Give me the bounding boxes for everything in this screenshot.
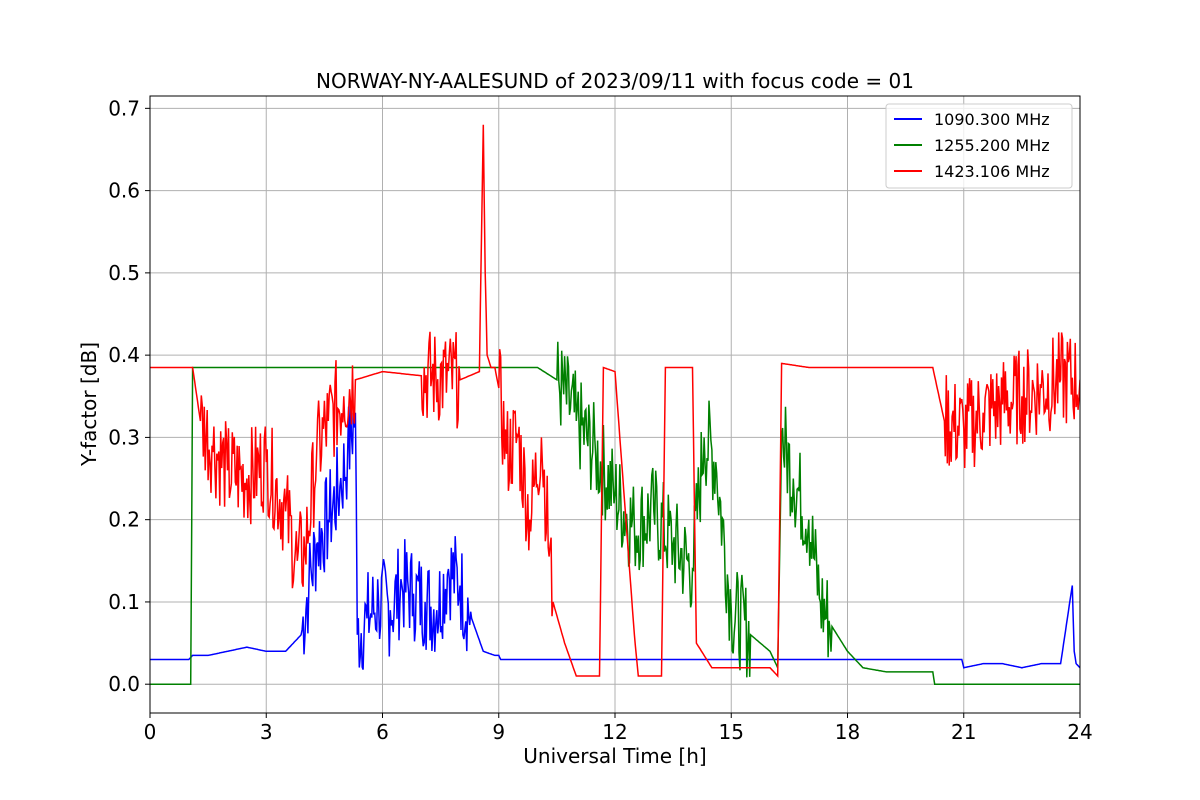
- y-tick-label: 0.6: [108, 179, 140, 203]
- x-axis-label: Universal Time [h]: [523, 744, 706, 768]
- y-axis-ticks: 0.0 0.1 0.2 0.3 0.4 0.5 0.6 0.7: [108, 96, 150, 696]
- x-tick-label: 0: [144, 720, 157, 744]
- series-line-2: [150, 124, 1080, 678]
- x-tick-label: 15: [719, 720, 744, 744]
- x-tick-label: 9: [492, 720, 505, 744]
- series-line-1: [150, 341, 1080, 685]
- x-tick-label: 6: [376, 720, 389, 744]
- y-tick-label: 0.1: [108, 590, 140, 614]
- y-tick-label: 0.3: [108, 425, 140, 449]
- y-tick-label: 0.2: [108, 508, 140, 532]
- y-tick-label: 0.7: [108, 96, 140, 120]
- legend: 1090.300 MHz 1255.200 MHz 1423.106 MHz: [885, 103, 1073, 189]
- y-tick-label: 0.5: [108, 261, 140, 285]
- y-tick-label: 0.0: [108, 672, 140, 696]
- x-tick-label: 21: [951, 720, 976, 744]
- legend-label: 1423.106 MHz: [934, 162, 1050, 181]
- chart-title: NORWAY-NY-AALESUND of 2023/09/11 with fo…: [316, 69, 914, 93]
- x-tick-label: 24: [1067, 720, 1092, 744]
- legend-label: 1255.200 MHz: [934, 136, 1050, 155]
- series-line-0: [150, 400, 1080, 670]
- legend-box: [885, 103, 1073, 189]
- series-lines: [150, 124, 1080, 685]
- x-axis-ticks: 0 3 6 9 12 15 18 21 24: [144, 713, 1093, 744]
- y-tick-label: 0.4: [108, 343, 140, 367]
- y-axis-label: Y-factor [dB]: [77, 342, 101, 467]
- x-tick-label: 18: [835, 720, 860, 744]
- x-tick-label: 12: [602, 720, 627, 744]
- x-tick-label: 3: [260, 720, 273, 744]
- legend-label: 1090.300 MHz: [934, 110, 1050, 129]
